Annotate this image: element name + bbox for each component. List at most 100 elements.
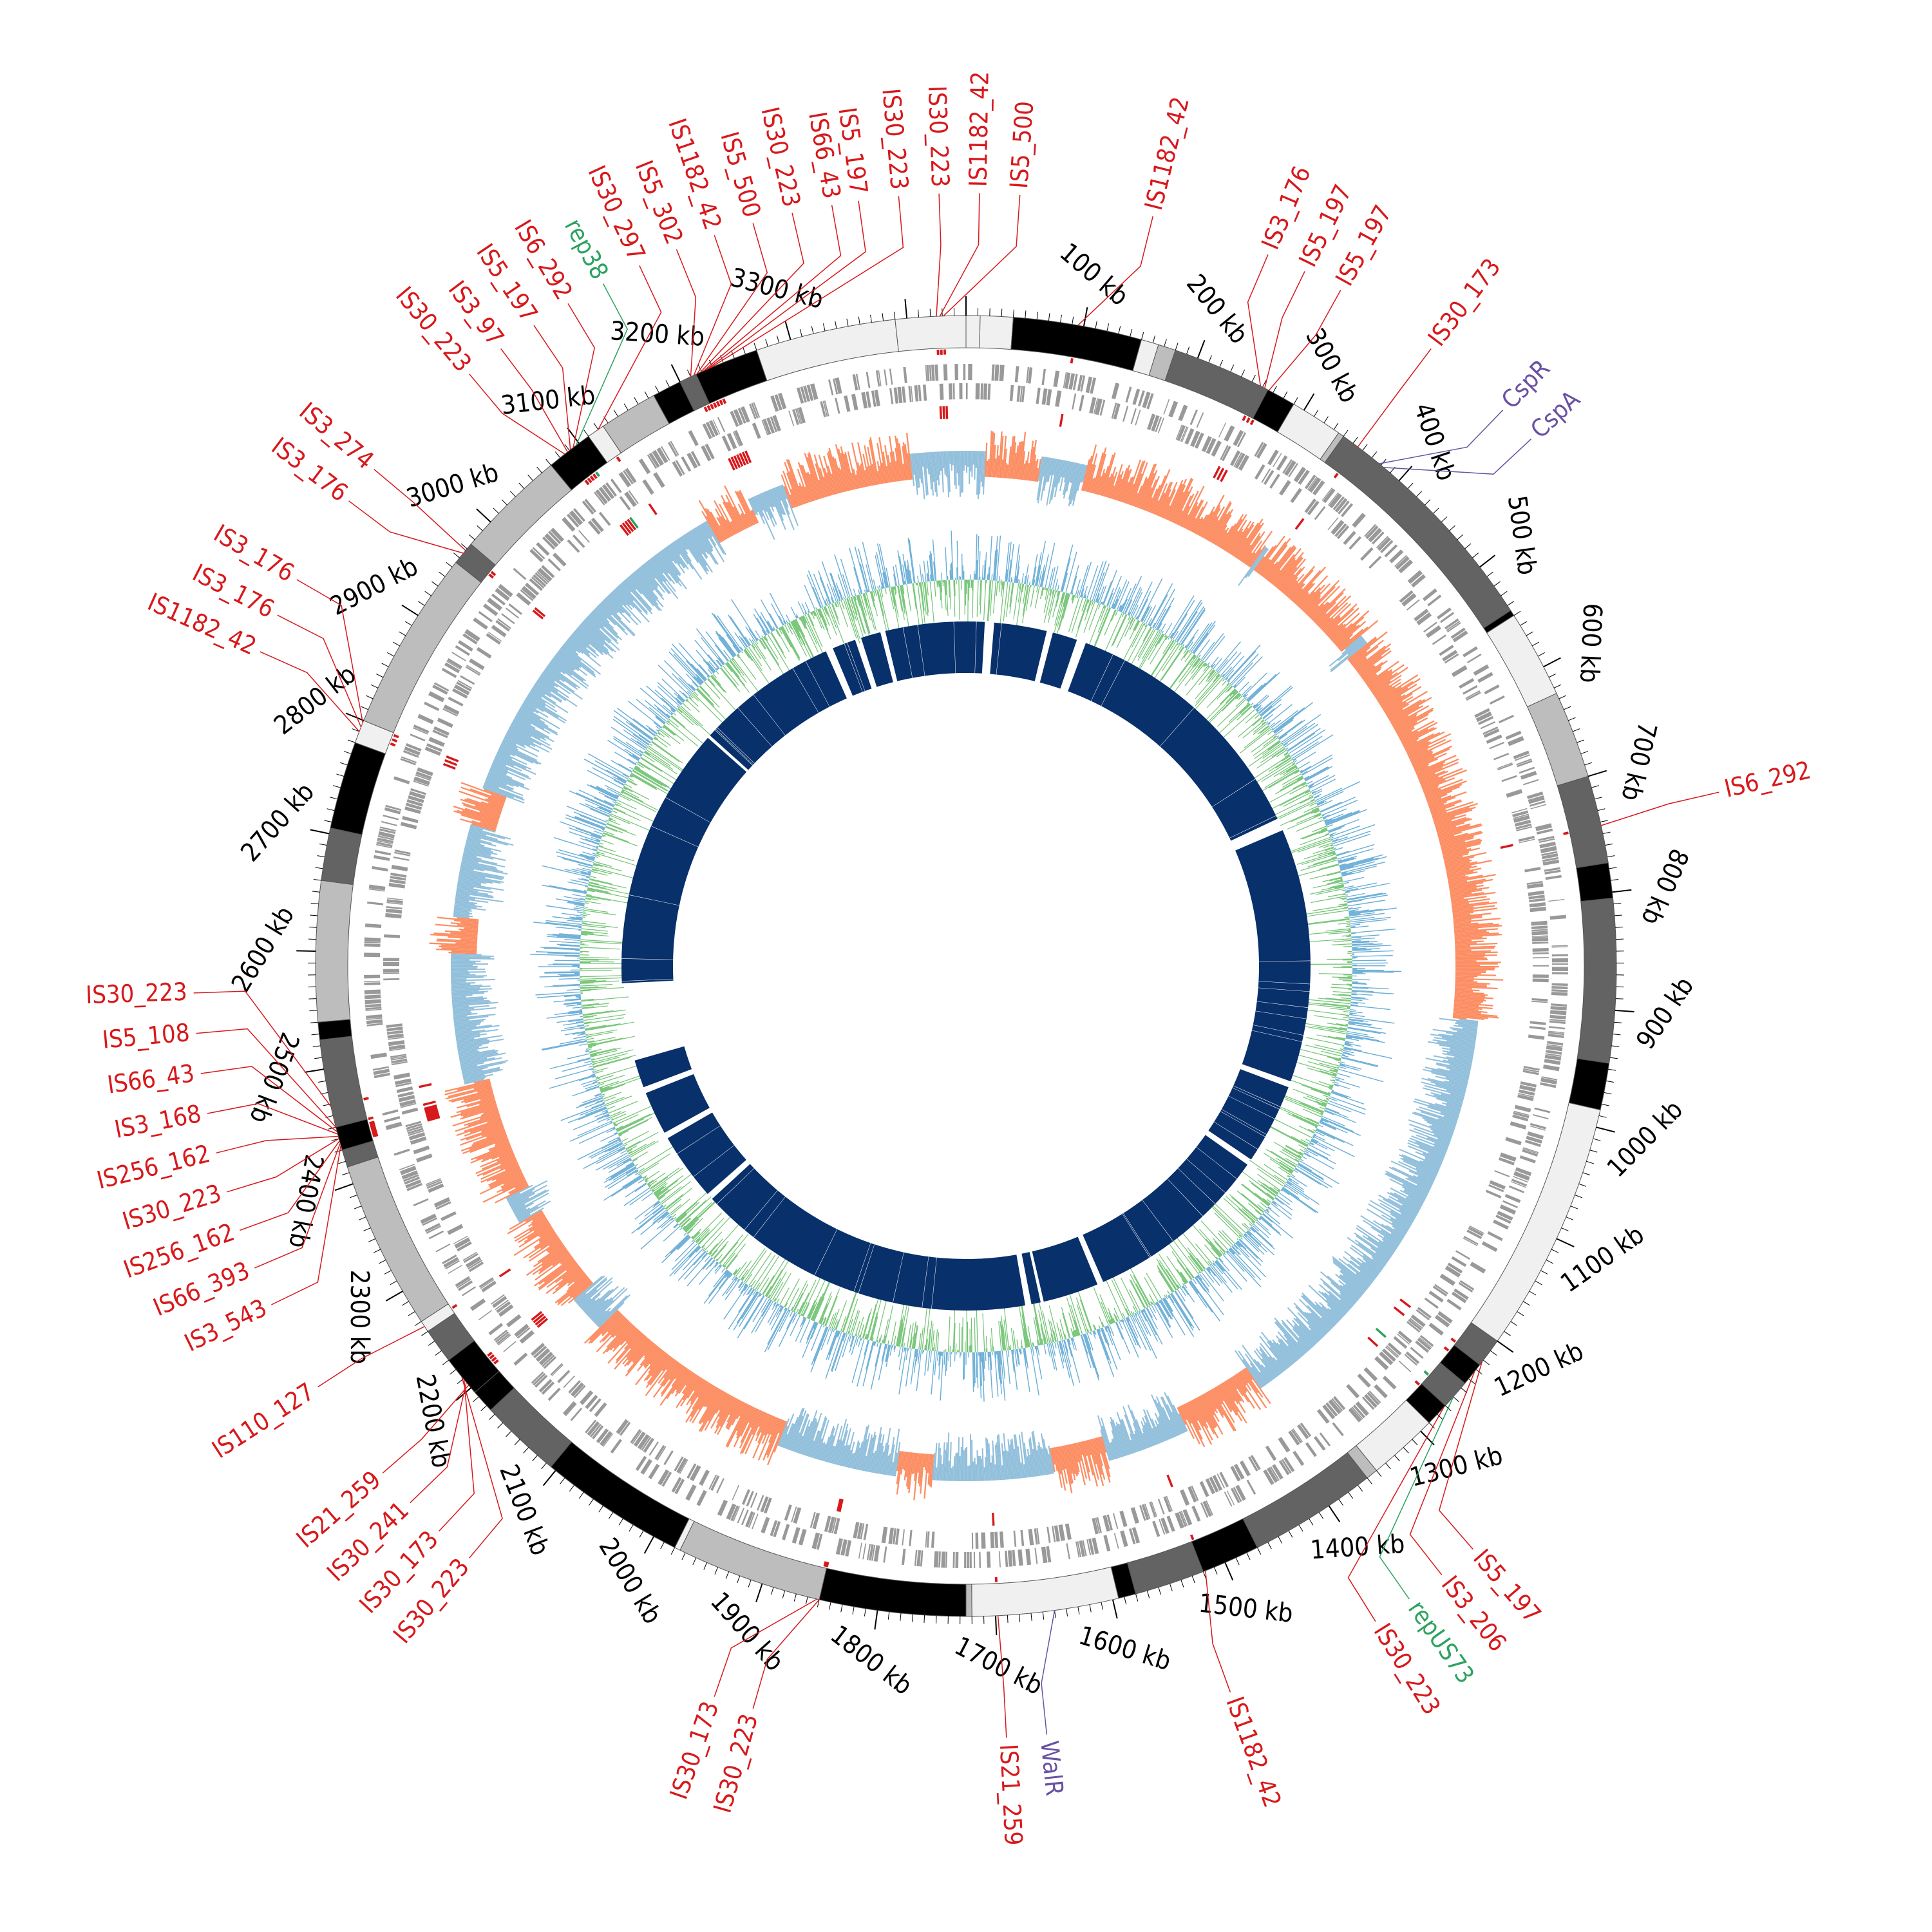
cds-block	[1088, 1539, 1095, 1555]
skew-positive	[896, 1451, 902, 1484]
cds-block	[888, 1528, 894, 1544]
cds-block	[945, 1551, 948, 1568]
skew-positive	[1450, 889, 1482, 896]
skew-negative	[456, 889, 489, 895]
cds-block	[625, 468, 637, 484]
gc-above	[1341, 1054, 1346, 1056]
skew-negative	[947, 1461, 950, 1481]
skew-negative	[1253, 1359, 1271, 1382]
skew-positive	[708, 1391, 726, 1422]
gc-above	[1070, 565, 1079, 594]
gc-below	[1282, 1149, 1301, 1160]
gc-below	[1279, 790, 1311, 806]
skew-negative	[545, 667, 578, 690]
skew-positive	[1093, 447, 1107, 494]
gc-below	[1193, 655, 1197, 659]
is-bar	[490, 571, 497, 576]
cds-block	[871, 390, 876, 407]
minor-tick	[472, 1396, 479, 1403]
gc-above	[1197, 639, 1210, 657]
gc-below	[1189, 1255, 1203, 1273]
cds-block	[503, 1341, 516, 1352]
cds-block	[753, 402, 761, 418]
cds-block	[1212, 1475, 1223, 1491]
skew-negative	[975, 451, 978, 468]
skew-positive	[481, 1148, 513, 1162]
skew-negative	[1378, 1198, 1415, 1220]
skew-negative	[860, 1439, 868, 1471]
skew-negative	[978, 1455, 980, 1481]
skew-negative	[1441, 1094, 1464, 1101]
gc-below	[1052, 589, 1054, 595]
skew-positive	[1452, 1016, 1467, 1020]
gc-above	[1244, 694, 1248, 698]
cds-block	[745, 1511, 754, 1528]
cds-block	[498, 1304, 514, 1317]
cds-block	[991, 364, 995, 381]
skew-positive	[545, 1266, 581, 1294]
gc-below	[980, 580, 982, 614]
gc-below	[1130, 627, 1153, 667]
skew-negative	[531, 687, 556, 705]
skew-positive	[1452, 902, 1498, 909]
cds-block	[367, 901, 384, 905]
gc-below	[1283, 766, 1298, 775]
skew-positive	[1089, 1439, 1097, 1464]
skew-negative	[585, 1289, 614, 1315]
skew-negative	[985, 1457, 987, 1481]
skew-negative	[542, 671, 583, 700]
skew-negative	[1446, 1089, 1465, 1096]
gc-above	[1349, 1018, 1368, 1022]
skew-positive	[1367, 670, 1388, 687]
contig-segment	[965, 1584, 972, 1617]
gc-below	[1001, 581, 1003, 586]
cds-block	[1112, 1513, 1119, 1530]
skew-positive	[847, 451, 858, 489]
gc-above	[1235, 1242, 1240, 1247]
skew-negative	[1446, 1040, 1475, 1046]
skew-positive	[558, 1267, 582, 1286]
cds-block	[1531, 935, 1548, 937]
skew-negative	[1047, 458, 1053, 482]
skew-negative	[597, 1294, 630, 1327]
cds-block	[1546, 1045, 1563, 1052]
minor-tick	[1385, 1463, 1391, 1470]
skew-positive	[744, 513, 752, 527]
cds-block	[871, 1544, 876, 1561]
skew-negative	[1245, 1353, 1268, 1385]
skew-negative	[1274, 1321, 1304, 1356]
skew-positive	[531, 1217, 547, 1227]
cds-block	[1505, 1137, 1522, 1146]
gc-below	[1302, 919, 1350, 926]
gc-below	[1332, 994, 1352, 997]
cds-block	[1352, 513, 1366, 528]
cds-block	[461, 1286, 477, 1296]
skew-negative	[1048, 1445, 1055, 1474]
minor-tick	[598, 1505, 603, 1513]
gc-below	[1336, 1036, 1346, 1039]
skew-negative	[1370, 1226, 1400, 1246]
skew-negative	[1430, 1092, 1464, 1103]
skew-positive	[1082, 455, 1093, 491]
minor-tick	[1323, 416, 1329, 423]
cds-block	[1166, 1515, 1175, 1532]
gc-below	[1162, 639, 1173, 654]
skew-positive	[1432, 802, 1478, 819]
cds-block	[388, 1036, 404, 1040]
minor-tick	[1591, 785, 1599, 788]
gc-below	[1330, 884, 1344, 888]
cds-block	[796, 408, 802, 424]
cds-block	[857, 1522, 863, 1539]
gc-above	[991, 573, 993, 581]
gc-below	[1013, 583, 1019, 620]
gc-below	[1323, 1094, 1330, 1098]
gc-above	[1108, 575, 1122, 607]
cds-block	[1517, 1094, 1534, 1101]
skew-positive	[1347, 636, 1377, 661]
skew-negative	[1295, 1318, 1319, 1343]
gc-above	[1208, 1267, 1216, 1277]
gc-below	[1041, 587, 1045, 596]
skew-negative	[1014, 1448, 1018, 1479]
cds-block	[1532, 974, 1549, 978]
cds-block	[408, 1130, 424, 1137]
